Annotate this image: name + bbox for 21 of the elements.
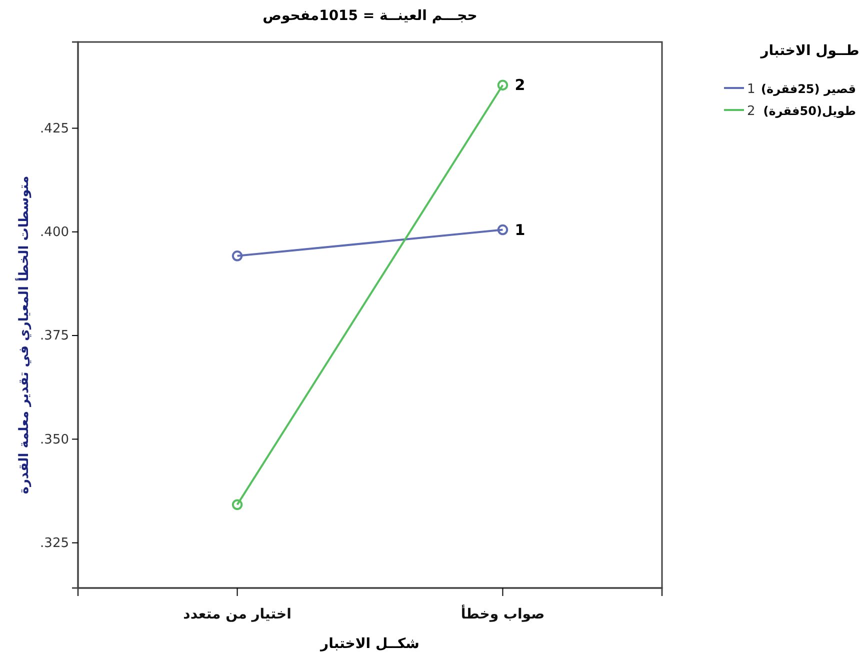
point <box>232 250 243 262</box>
legend-title: طــول الاختبار <box>760 43 860 59</box>
text: 2 <box>747 104 756 119</box>
chart-title: حجـــم العينــة = 1015مفحوص <box>262 8 478 24</box>
y-axis-title: متوسطات الخطأ المعياري في تقدير معلمة القدرة <box>15 176 32 494</box>
annotation: 2 <box>514 76 526 94</box>
legend-label: قصير (25فقرة) <box>761 82 856 96</box>
point <box>497 224 508 236</box>
text: 1 <box>747 82 756 97</box>
annotation: 1 <box>514 220 526 239</box>
y-tick-label: .325 <box>40 536 69 551</box>
point <box>497 80 508 90</box>
y-tick-label: .425 <box>40 121 69 136</box>
point <box>232 499 243 510</box>
x-axis-title: شكــل الاختبار <box>320 636 420 652</box>
y-tick-label: .400 <box>40 225 69 240</box>
y-tick-label: .350 <box>40 432 69 448</box>
legend-label: طويل(50فقرة) <box>763 104 856 118</box>
x-tick-label: صواب وخطأ <box>460 604 545 623</box>
x-tick-label: اختيار من متعدد <box>183 606 292 623</box>
y-tick-label: .375 <box>40 328 69 344</box>
